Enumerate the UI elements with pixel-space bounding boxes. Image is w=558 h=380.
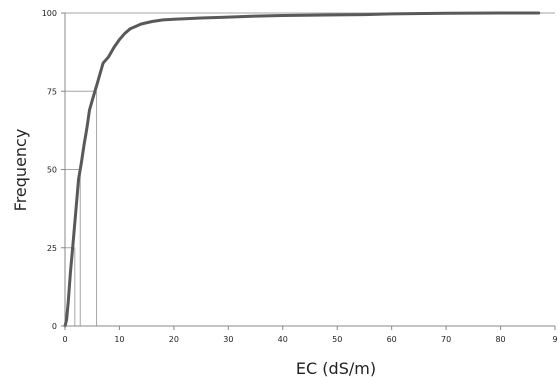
y-tick-label: 0 <box>52 322 57 331</box>
x-tick-label: 9 <box>552 335 557 344</box>
cumulative-frequency-line <box>63 11 541 328</box>
y-tick-label: 50 <box>47 166 57 175</box>
x-tick-label: 50 <box>332 335 342 344</box>
y-tick-label: 100 <box>42 9 57 18</box>
x-tick-label: 70 <box>441 335 451 344</box>
y-axis-title: Frequency <box>11 129 30 212</box>
x-tick-label: 30 <box>223 335 233 344</box>
y-tick-label: 75 <box>47 87 57 96</box>
x-tick-label: 60 <box>387 335 397 344</box>
x-tick-label: 0 <box>62 335 67 344</box>
x-tick-label: 80 <box>495 335 505 344</box>
x-axis-title: EC (dS/m) <box>296 359 376 378</box>
y-tick-label: 25 <box>47 244 57 253</box>
series-layer <box>63 11 541 328</box>
reference-lines <box>65 12 555 326</box>
x-tick-label: 10 <box>114 335 124 344</box>
x-tick-label: 40 <box>278 335 288 344</box>
x-tick-label: 20 <box>169 335 179 344</box>
axes <box>64 13 555 327</box>
y-ticks: 0 25 50 75 100 <box>42 9 65 331</box>
x-ticks: 0 10 20 30 40 50 60 70 80 9 <box>62 326 558 344</box>
